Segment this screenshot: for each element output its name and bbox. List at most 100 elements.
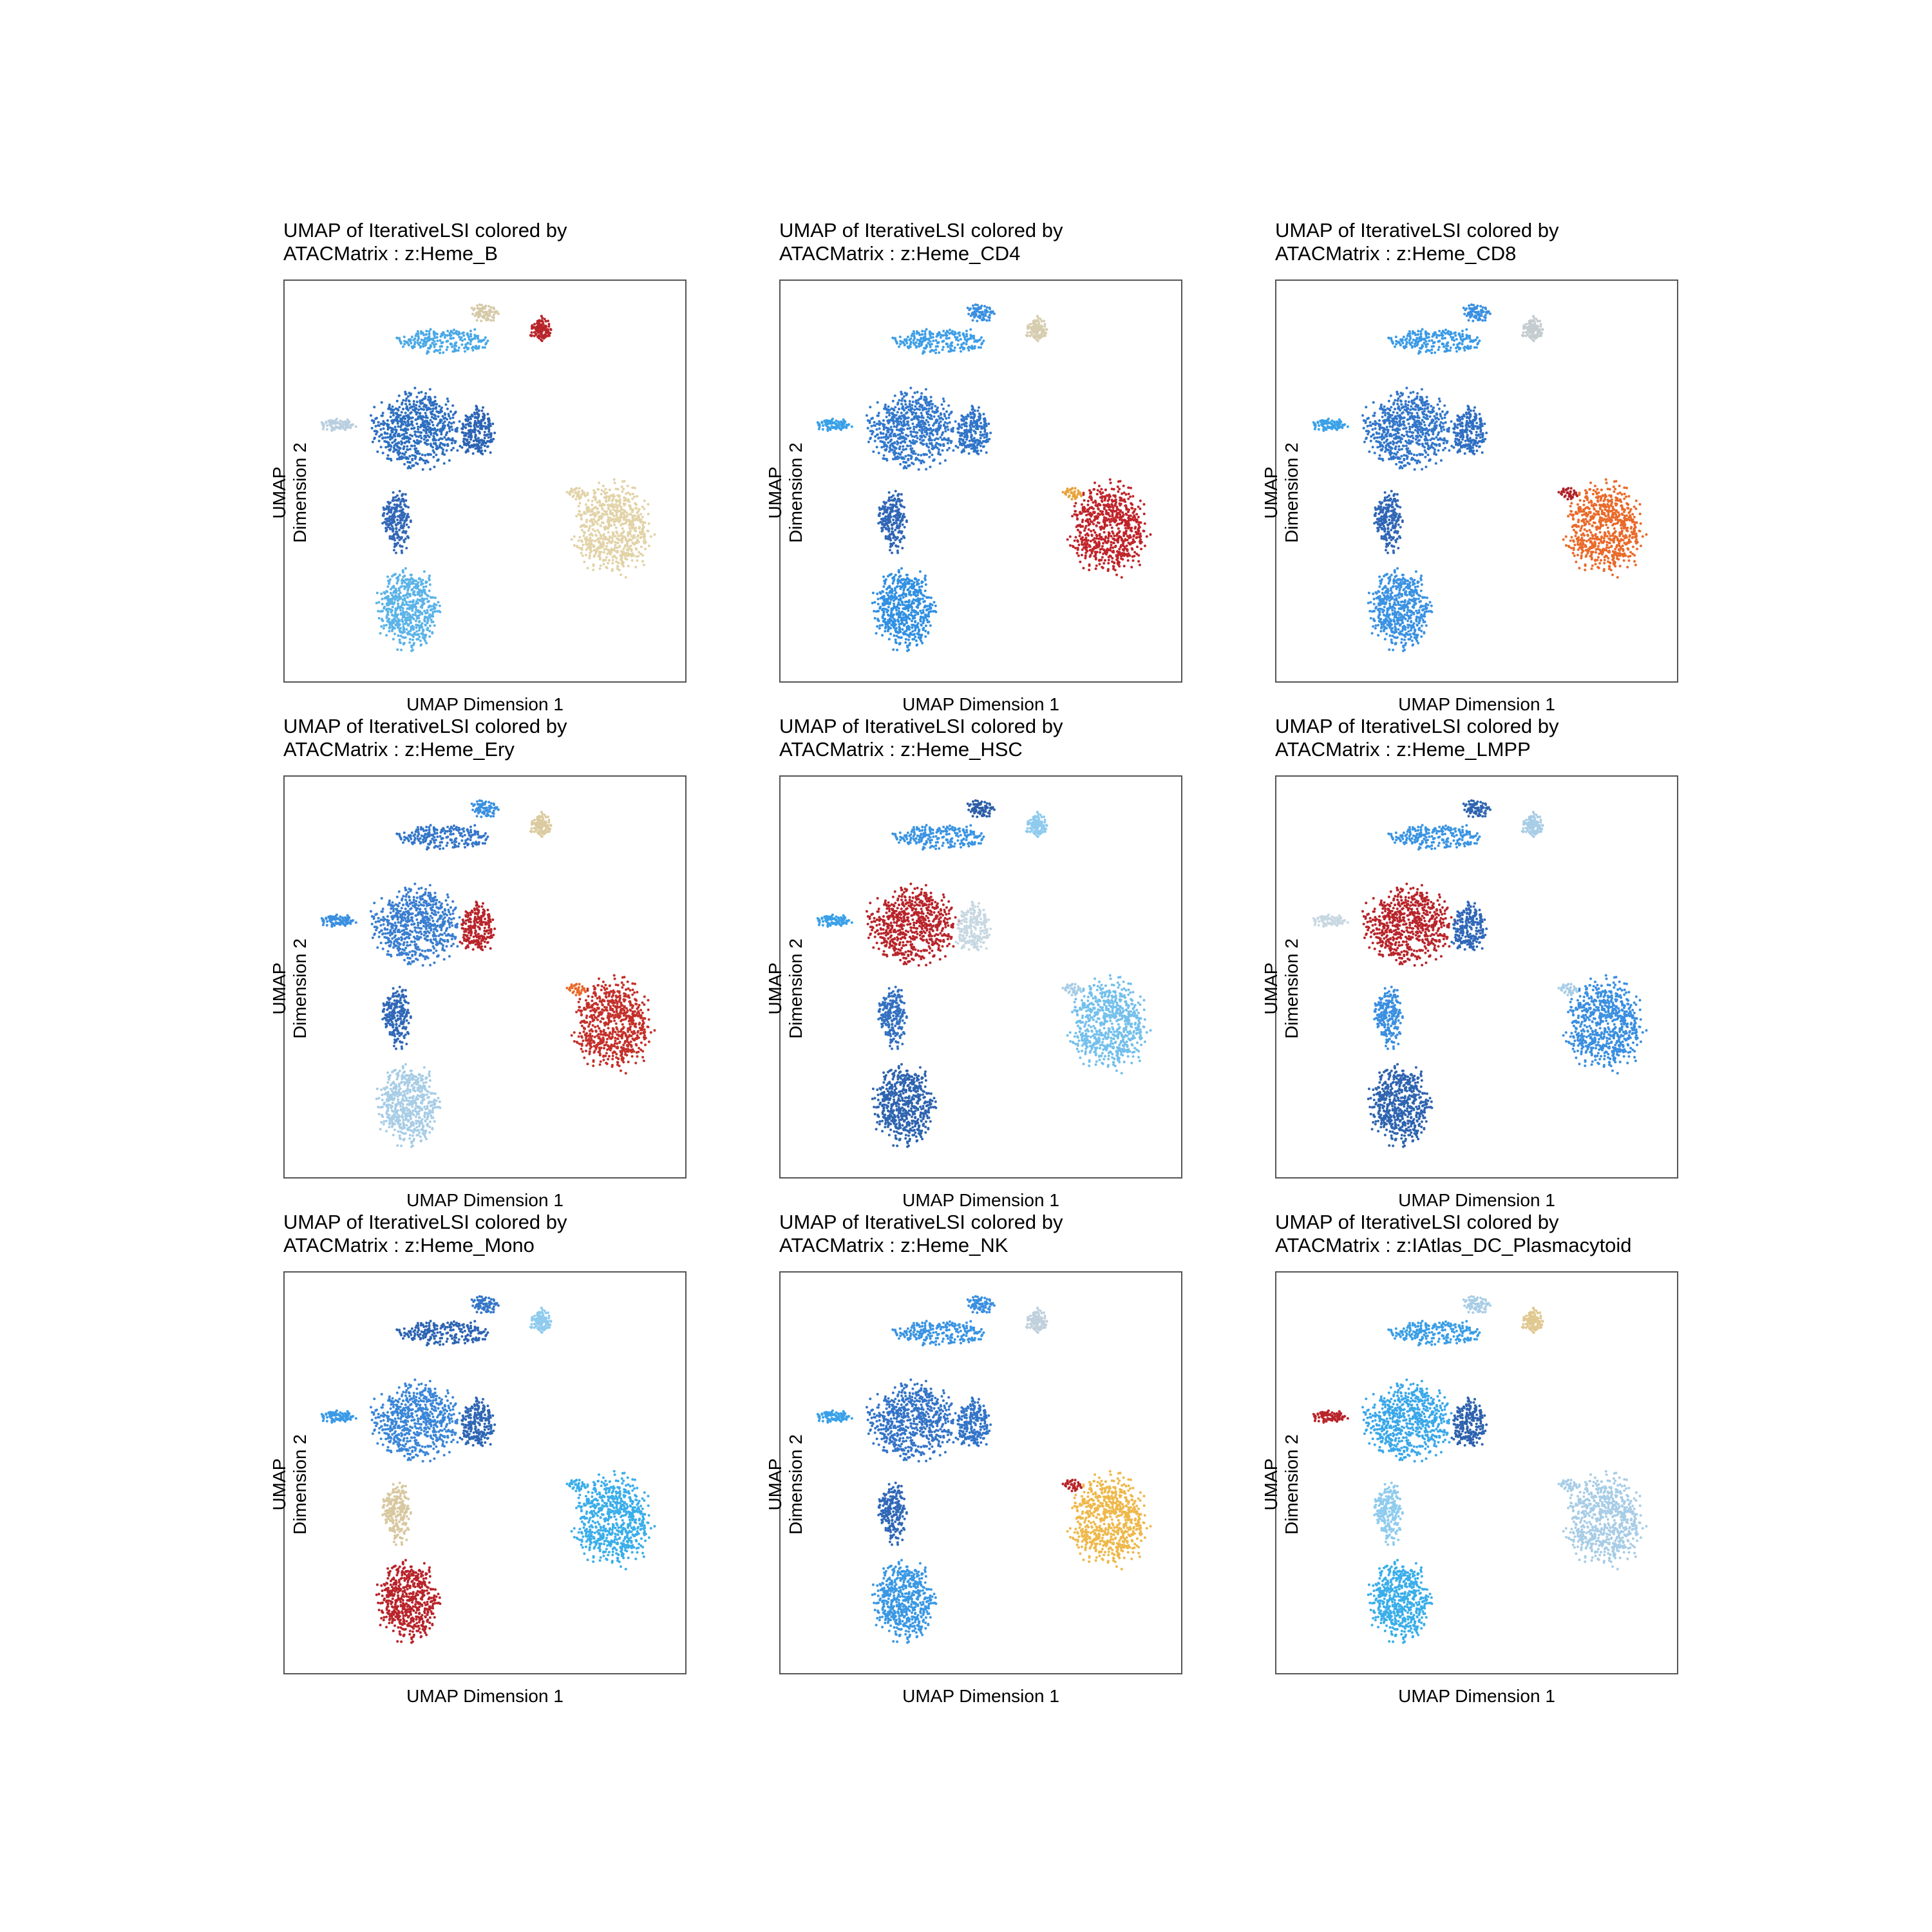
cell-point	[876, 433, 879, 436]
cell-point	[408, 585, 411, 589]
cell-point	[912, 587, 915, 590]
cell-point	[929, 336, 933, 339]
cell-point	[574, 498, 578, 501]
cell-point	[396, 518, 399, 522]
cell-point	[897, 610, 900, 613]
cell-point	[894, 435, 897, 438]
cell-point	[913, 408, 916, 412]
cell-point	[937, 451, 940, 454]
cell-point	[934, 404, 937, 408]
cell-point	[424, 395, 427, 398]
cell-point	[936, 345, 940, 348]
cell-point	[402, 524, 406, 527]
cell-point	[632, 508, 635, 511]
cell-point	[618, 502, 621, 506]
cell-point	[384, 518, 387, 521]
cell-point	[627, 547, 630, 550]
cell-point	[480, 307, 483, 310]
cell-point	[408, 440, 411, 444]
cluster-left-arm	[816, 417, 853, 432]
cell-point	[440, 433, 443, 436]
cell-point	[609, 494, 612, 497]
cell-point	[461, 422, 464, 426]
cell-point	[933, 415, 936, 418]
cell-point	[624, 576, 627, 579]
cell-point	[897, 601, 900, 604]
cell-point	[913, 335, 916, 338]
cell-point	[976, 303, 979, 307]
cell-point	[406, 445, 409, 448]
cell-point	[611, 569, 614, 573]
cell-point	[469, 424, 472, 428]
cell-point	[884, 535, 887, 538]
cell-point	[404, 611, 408, 614]
cell-point	[983, 428, 987, 431]
cell-point	[401, 437, 404, 440]
cell-point	[630, 538, 633, 542]
cell-point	[406, 448, 409, 451]
cell-point	[647, 544, 650, 547]
cell-point	[423, 435, 426, 438]
cell-point	[403, 339, 406, 343]
cell-point	[439, 348, 442, 351]
cell-point	[915, 330, 918, 333]
cell-point	[616, 551, 619, 554]
cell-point	[544, 324, 547, 327]
cell-point	[923, 453, 927, 456]
cell-point	[424, 392, 428, 395]
cell-point	[895, 634, 898, 638]
cell-point	[620, 514, 623, 517]
cell-point	[931, 336, 934, 339]
cell-point	[420, 589, 423, 592]
cell-point	[393, 537, 396, 540]
cell-point	[925, 419, 928, 422]
cell-point	[921, 439, 924, 442]
cell-point	[887, 405, 890, 408]
cell-point	[416, 341, 419, 345]
cell-point	[951, 341, 954, 344]
cell-point	[395, 582, 399, 585]
cell-point	[399, 641, 402, 645]
cell-point	[622, 565, 625, 568]
cell-point	[912, 339, 915, 342]
cell-point	[424, 462, 427, 465]
cell-point	[896, 421, 899, 424]
cell-point	[401, 610, 404, 613]
cell-point	[415, 626, 418, 629]
cell-point	[887, 527, 891, 530]
cell-point	[905, 519, 908, 522]
cell-point	[399, 342, 402, 345]
cell-point	[583, 560, 586, 564]
cell-point	[433, 350, 436, 353]
cell-point	[909, 426, 912, 430]
cell-point	[905, 412, 908, 415]
cell-point	[447, 437, 450, 440]
cell-point	[609, 541, 612, 544]
cell-point	[637, 514, 640, 517]
cell-point	[415, 638, 419, 641]
cell-point	[420, 600, 423, 603]
cell-point	[446, 346, 449, 348]
cell-point	[1037, 325, 1040, 328]
cell-point	[944, 332, 947, 335]
cell-point	[431, 596, 435, 599]
cell-point	[940, 334, 943, 337]
cell-point	[418, 629, 421, 632]
cell-point	[389, 601, 392, 604]
cell-point	[398, 620, 401, 623]
cell-point	[898, 433, 902, 436]
cell-point	[905, 433, 908, 437]
cell-point	[489, 306, 493, 309]
cell-point	[924, 583, 927, 586]
cell-point	[893, 592, 896, 596]
cell-point	[424, 636, 427, 639]
cell-point	[419, 605, 422, 609]
cell-point	[400, 649, 403, 652]
cell-point	[489, 435, 493, 439]
cell-point	[885, 448, 888, 451]
cell-point	[901, 440, 904, 443]
cell-point	[399, 544, 402, 547]
cell-point	[469, 415, 472, 419]
cell-point	[590, 549, 593, 553]
cell-point	[415, 404, 418, 407]
